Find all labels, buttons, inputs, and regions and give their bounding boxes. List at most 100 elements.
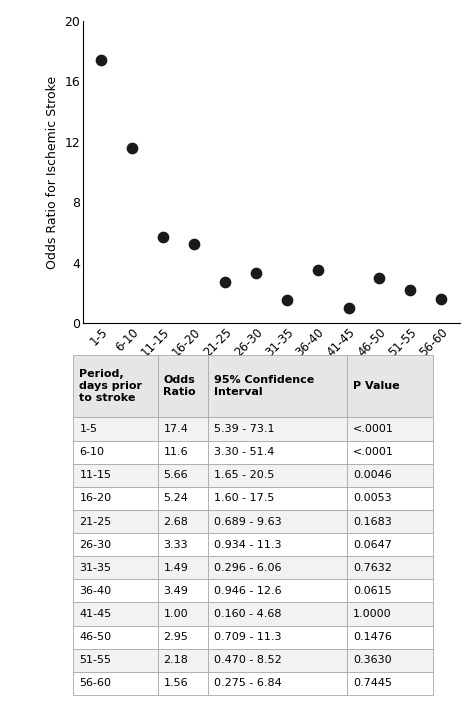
Bar (347, 556, 433, 579)
Bar (73, 602, 157, 625)
Text: 16-20: 16-20 (79, 494, 111, 503)
Point (314, 265, 321, 276)
Text: 3.30 - 51.4: 3.30 - 51.4 (214, 447, 274, 457)
Point (438, 293, 445, 305)
Bar (209, 625, 347, 649)
Bar (73, 418, 157, 441)
Bar (157, 625, 209, 649)
Text: 0.470 - 8.52: 0.470 - 8.52 (214, 655, 282, 665)
Bar (157, 464, 209, 487)
Text: 0.689 - 9.63: 0.689 - 9.63 (214, 517, 282, 526)
Text: 0.0615: 0.0615 (353, 586, 392, 596)
Point (252, 267, 260, 278)
Bar (157, 441, 209, 464)
Point (159, 232, 167, 243)
Bar (157, 355, 209, 418)
Text: 0.296 - 6.06: 0.296 - 6.06 (214, 563, 282, 573)
Bar (157, 672, 209, 695)
Bar (347, 355, 433, 418)
Text: 0.0046: 0.0046 (353, 470, 392, 480)
Text: 46-50: 46-50 (79, 633, 111, 642)
Bar (347, 649, 433, 672)
X-axis label: Period (days): Period (days) (228, 366, 315, 379)
Point (283, 295, 291, 306)
Text: P Value: P Value (353, 381, 400, 391)
Text: 1.00: 1.00 (164, 609, 188, 619)
Text: 0.7445: 0.7445 (353, 678, 392, 689)
Text: 26-30: 26-30 (79, 540, 111, 550)
Bar (209, 649, 347, 672)
Text: 41-45: 41-45 (79, 609, 111, 619)
Text: 11.6: 11.6 (164, 447, 188, 457)
Y-axis label: Odds Ratio for Ischemic Stroke: Odds Ratio for Ischemic Stroke (46, 75, 59, 269)
Text: 0.946 - 12.6: 0.946 - 12.6 (214, 586, 282, 596)
Bar (157, 649, 209, 672)
Bar (209, 672, 347, 695)
Point (407, 284, 414, 296)
Text: 0.3630: 0.3630 (353, 655, 392, 665)
Point (221, 277, 229, 288)
Bar (73, 533, 157, 556)
Text: 1.60 - 17.5: 1.60 - 17.5 (214, 494, 274, 503)
Bar (73, 487, 157, 510)
Text: 17.4: 17.4 (164, 424, 188, 434)
Text: 0.7632: 0.7632 (353, 563, 392, 573)
Text: <.0001: <.0001 (353, 424, 394, 434)
Bar (73, 355, 157, 418)
Bar (209, 510, 347, 533)
Text: 1-5: 1-5 (79, 424, 97, 434)
Text: 21-25: 21-25 (79, 517, 111, 526)
Text: 3.33: 3.33 (164, 540, 188, 550)
Bar (209, 487, 347, 510)
Bar (73, 556, 157, 579)
Text: 0.0647: 0.0647 (353, 540, 392, 550)
Bar (73, 510, 157, 533)
Bar (73, 441, 157, 464)
Bar (347, 464, 433, 487)
Bar (209, 533, 347, 556)
Point (128, 143, 136, 154)
Text: 1.65 - 20.5: 1.65 - 20.5 (214, 470, 274, 480)
Bar (157, 579, 209, 602)
Point (376, 273, 383, 284)
Text: 0.275 - 6.84: 0.275 - 6.84 (214, 678, 282, 689)
Text: 0.1476: 0.1476 (353, 633, 392, 642)
Bar (347, 579, 433, 602)
Text: 0.160 - 4.68: 0.160 - 4.68 (214, 609, 282, 619)
Bar (157, 418, 209, 441)
Bar (347, 533, 433, 556)
Bar (157, 487, 209, 510)
Bar (347, 672, 433, 695)
Point (98, 55, 105, 66)
Text: 5.39 - 73.1: 5.39 - 73.1 (214, 424, 275, 434)
Bar (347, 625, 433, 649)
Point (345, 302, 352, 313)
Text: 3.49: 3.49 (164, 586, 188, 596)
Bar (209, 418, 347, 441)
Text: 5.66: 5.66 (164, 470, 188, 480)
Text: 1.0000: 1.0000 (353, 609, 392, 619)
Text: 6-10: 6-10 (79, 447, 104, 457)
Bar (73, 672, 157, 695)
Bar (157, 533, 209, 556)
Text: Odds
Ratio: Odds Ratio (164, 375, 196, 397)
Text: <.0001: <.0001 (353, 447, 394, 457)
Text: 95% Confidence
Interval: 95% Confidence Interval (214, 375, 314, 397)
Text: 0.709 - 11.3: 0.709 - 11.3 (214, 633, 282, 642)
Text: 2.68: 2.68 (164, 517, 188, 526)
Bar (73, 579, 157, 602)
Bar (73, 649, 157, 672)
Text: 0.1683: 0.1683 (353, 517, 392, 526)
Text: 0.0053: 0.0053 (353, 494, 392, 503)
Text: 56-60: 56-60 (79, 678, 111, 689)
Text: Period,
days prior
to stroke: Period, days prior to stroke (79, 369, 142, 403)
Bar (209, 602, 347, 625)
Text: 1.49: 1.49 (164, 563, 188, 573)
Bar (209, 556, 347, 579)
Bar (209, 579, 347, 602)
Bar (347, 418, 433, 441)
Text: 2.95: 2.95 (164, 633, 188, 642)
Text: 51-55: 51-55 (79, 655, 111, 665)
Text: 36-40: 36-40 (79, 586, 111, 596)
Text: 11-15: 11-15 (79, 470, 111, 480)
